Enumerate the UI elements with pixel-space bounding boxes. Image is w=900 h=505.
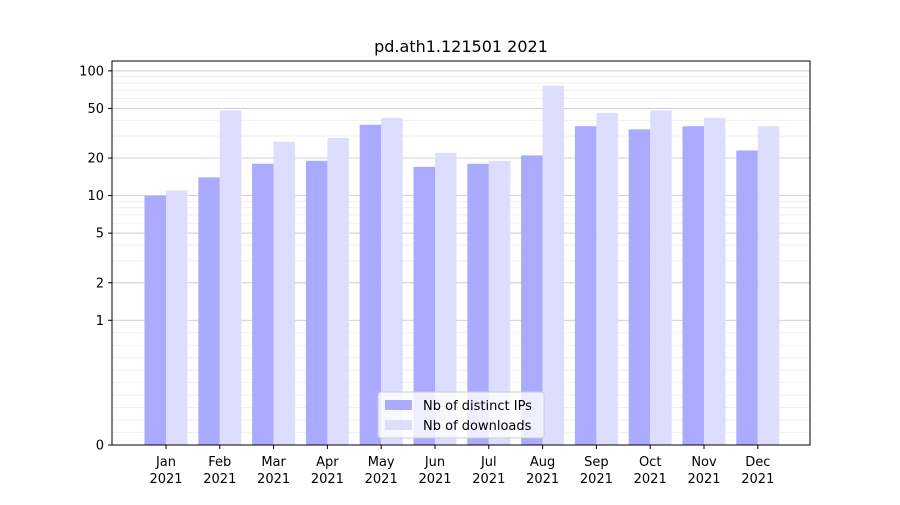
- x-tick-label-year: 2021: [687, 472, 720, 487]
- x-tick-label-year: 2021: [418, 472, 451, 487]
- bar-downloads-feb: [219, 110, 242, 445]
- x-tick-label-month: Nov: [691, 455, 717, 470]
- x-tick-label-month: Jan: [155, 455, 176, 470]
- x-tick-label-month: Jul: [480, 455, 497, 470]
- tick-labels: 0 1 2 5 10 20 50 100 Jan 2021 Feb 2021 Mar 2021 Apr 202…: [79, 64, 774, 487]
- bar-downloads-jun: [435, 152, 457, 445]
- x-tick-label-month: Feb: [208, 455, 231, 470]
- legend-label: Nb of distinct IPs: [423, 399, 532, 414]
- bar-downloads-oct: [650, 110, 672, 445]
- bar-downloads-sep: [596, 112, 618, 446]
- bar-distinct-ips-jun: [413, 166, 435, 445]
- bar-downloads-aug: [542, 85, 565, 445]
- bar-distinct-ips-sep: [574, 126, 597, 446]
- y-tick-label: 5: [96, 227, 104, 242]
- y-tick-label: 20: [87, 152, 104, 167]
- bar-distinct-ips-apr: [305, 160, 328, 445]
- bar-distinct-ips-aug: [521, 155, 543, 445]
- bar-downloads-dec: [757, 126, 780, 446]
- bar-downloads-apr: [327, 137, 349, 446]
- axes: [108, 60, 811, 449]
- bar-downloads-nov: [704, 117, 726, 445]
- plot-frame: [111, 60, 811, 446]
- x-tick-label-month: Apr: [316, 455, 339, 470]
- y-tick-label: 0: [96, 439, 104, 454]
- bar-distinct-ips-nov: [682, 126, 704, 446]
- bar-distinct-ips-feb: [198, 177, 220, 445]
- y-tick-label: 10: [87, 189, 104, 204]
- x-tick-label-year: 2021: [472, 472, 505, 487]
- y-tick-label: 100: [79, 64, 104, 79]
- legend: Nb of distinct IPs Nb of downloads: [377, 391, 545, 439]
- x-tick-label-year: 2021: [580, 472, 613, 487]
- x-tick-label-month: Sep: [584, 455, 609, 470]
- x-tick-label-year: 2021: [311, 472, 344, 487]
- x-tick-label-year: 2021: [365, 472, 398, 487]
- bars: [144, 85, 780, 446]
- legend-swatch: [385, 420, 412, 430]
- bar-downloads-mar: [273, 141, 296, 445]
- x-tick-label-year: 2021: [203, 472, 236, 487]
- legend-swatch: [385, 400, 412, 410]
- bar-distinct-ips-jan: [144, 195, 166, 445]
- bar-downloads-jan: [166, 190, 188, 445]
- x-tick-label-month: Mar: [261, 455, 286, 470]
- bar-distinct-ips-may: [359, 124, 382, 445]
- x-tick-label-month: Aug: [530, 455, 555, 470]
- x-tick-label-year: 2021: [149, 472, 182, 487]
- bar-distinct-ips-oct: [628, 129, 651, 446]
- y-tick-label: 2: [96, 276, 104, 291]
- x-tick-label-month: Oct: [639, 455, 661, 470]
- y-tick-label: 1: [96, 314, 104, 329]
- legend-box: [377, 391, 545, 439]
- x-tick-label-year: 2021: [741, 472, 774, 487]
- x-tick-label-month: Dec: [745, 455, 770, 470]
- x-tick-label-year: 2021: [634, 472, 667, 487]
- bar-distinct-ips-mar: [252, 163, 274, 445]
- bar-downloads-may: [381, 117, 403, 445]
- x-tick-label-month: May: [368, 455, 395, 470]
- bar-distinct-ips-dec: [736, 150, 758, 445]
- bar-downloads-jul: [488, 160, 511, 445]
- y-tick-label: 50: [87, 102, 104, 117]
- x-tick-label-year: 2021: [526, 472, 559, 487]
- x-tick-label-month: Jun: [424, 455, 445, 470]
- x-tick-label-year: 2021: [257, 472, 290, 487]
- legend-label: Nb of downloads: [423, 419, 532, 434]
- bar-distinct-ips-jul: [467, 163, 489, 445]
- chart-title: pd.ath1.121501 2021: [374, 37, 548, 56]
